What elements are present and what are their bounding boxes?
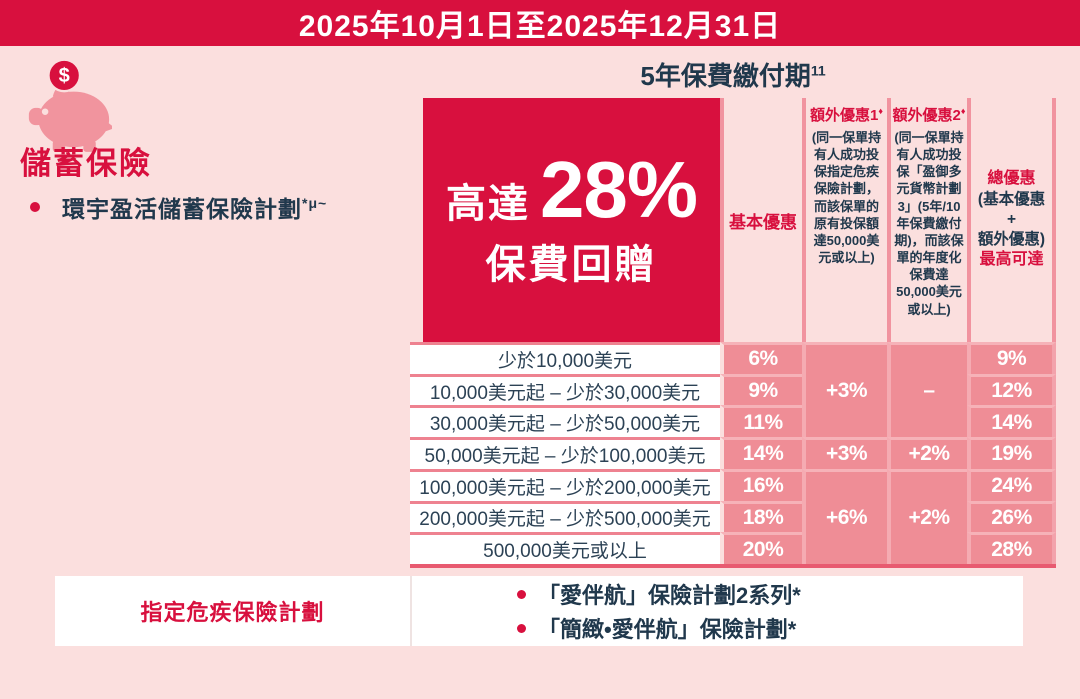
extra1-title: 額外優惠1♦: [810, 104, 883, 125]
rebate-table: 高達 28% 保費回贈 基本優惠 額外優惠1♦ (同一保單持有人成功投保指定危疾…: [410, 98, 1056, 568]
section-title: 儲蓄保險: [20, 146, 152, 181]
coin-icon: [47, 58, 82, 93]
plan-name-text: 環宇盈活儲蓄保險計劃: [62, 196, 302, 222]
hero-percent: 28%: [539, 145, 698, 234]
date-banner: 2025年10月1日至2025年12月31日: [0, 0, 1080, 46]
total-footer-text: 最高可達: [979, 251, 1044, 269]
total-value-7: 28%: [967, 532, 1056, 564]
basic-value-3: 11%: [720, 405, 802, 438]
row-label-1: 少於10,000美元: [410, 342, 720, 374]
payment-period-superscript: 11: [810, 62, 826, 79]
total-value-5: 24%: [967, 468, 1056, 501]
header-extra-offer-1: 額外優惠1♦ (同一保單持有人成功投保指定危疾保險計劃，而該保單的原有投保額達5…: [802, 98, 887, 342]
plan-item-text: 「簡緻•愛伴航」保險計劃*: [538, 617, 797, 642]
basic-value-4: 14%: [720, 437, 802, 469]
header-basic-offer: 基本優惠: [720, 98, 802, 342]
row-label-3: 30,000美元起 – 少於50,000美元: [410, 405, 720, 438]
extra2-diamond-superscript: ♦: [960, 106, 966, 116]
basic-value-7: 20%: [720, 532, 802, 564]
plan-bullet-line: 環宇盈活儲蓄保險計劃*μ~: [30, 190, 327, 224]
header-extra-offer-2: 額外優惠2♦ (同一保單持有人成功投保「盈御多元貨幣計劃3」(5年/10年保費繳…: [887, 98, 967, 342]
extra1-value-row4: +3%: [802, 437, 887, 469]
total-desc-line2: +: [1006, 210, 1017, 228]
bullet-dot: [517, 623, 526, 633]
payment-period-text: 5年保費繳付期: [640, 61, 811, 91]
row-label-5: 100,000美元起 – 少於200,000美元: [410, 468, 720, 501]
designated-plans-label-zone: 指定危疾保險計劃: [55, 576, 412, 646]
total-value-6: 26%: [967, 500, 1056, 533]
piggy-bank-icon: $: [26, 58, 115, 159]
extra1-title-text: 額外優惠1: [810, 107, 879, 124]
basic-value-2: 9%: [720, 373, 802, 406]
payment-period-title: 5年保費繳付期11: [410, 56, 1056, 93]
basic-value-1: 6%: [720, 342, 802, 374]
row-label-6: 200,000美元起 – 少於500,000美元: [410, 500, 720, 533]
extra1-value-rows1-3: +3%: [802, 342, 887, 438]
list-item: 「簡緻•愛伴航」保險計劃*: [517, 612, 1023, 644]
row-label-2: 10,000美元起 – 少於30,000美元: [410, 373, 720, 406]
row-label-7: 500,000美元或以上: [410, 532, 720, 564]
total-value-2: 12%: [967, 373, 1056, 406]
designated-plans-panel: 指定危疾保險計劃 「愛伴航」保險計劃2系列* 「簡緻•愛伴航」保險計劃*: [55, 576, 1023, 646]
bullet-dot: [30, 202, 40, 212]
extra1-description: (同一保單持有人成功投保指定危疾保險計劃，而該保單的原有投保額達50,000美元…: [811, 130, 882, 266]
total-value-4: 19%: [967, 437, 1056, 469]
total-title: 總優惠: [987, 169, 1036, 187]
plan-name: 環宇盈活儲蓄保險計劃*μ~: [62, 190, 327, 224]
header-total-offer: 總優惠 (基本優惠 + 額外優惠) 最高可達: [967, 98, 1056, 342]
hero-line1: 高達 28%: [445, 145, 698, 234]
extra2-title: 額外優惠2♦: [893, 104, 966, 125]
dollar-symbol: $: [59, 65, 70, 87]
plan-item-text: 「愛伴航」保險計劃2系列*: [538, 583, 801, 608]
total-value-3: 14%: [967, 405, 1056, 438]
extra1-diamond-superscript: ♦: [878, 106, 883, 116]
total-desc-line1: (基本優惠: [977, 190, 1046, 208]
list-item: 「愛伴航」保險計劃2系列*: [517, 578, 1023, 610]
extra2-title-text: 額外優惠2: [892, 107, 961, 124]
plan-superscript: *μ~: [302, 195, 328, 211]
piggy-bank-svg: $: [28, 58, 115, 152]
pig-eye: [41, 108, 49, 115]
basic-value-5: 16%: [720, 468, 802, 501]
designated-plans-list: 「愛伴航」保險計劃2系列* 「簡緻•愛伴航」保險計劃*: [412, 576, 1023, 646]
extra2-value-rows5-7: +2%: [887, 468, 967, 564]
hero-rebate-box: 高達 28% 保費回贈: [423, 98, 720, 342]
row-label-4: 50,000美元起 – 少於100,000美元: [410, 437, 720, 469]
designated-plans-label: 指定危疾保險計劃: [140, 600, 325, 625]
total-value-1: 9%: [967, 342, 1056, 374]
basic-value-6: 18%: [720, 500, 802, 533]
hero-suffix: 保費回贈: [485, 243, 658, 287]
extra2-value-rows1-3: –: [887, 342, 967, 438]
date-range-text: 2025年10月1日至2025年12月31日: [298, 10, 782, 43]
bullet-dot: [517, 589, 526, 599]
header-basic-label: 基本優惠: [729, 212, 797, 232]
extra1-value-rows5-7: +6%: [802, 468, 887, 564]
hero-prefix: 高達: [445, 182, 530, 226]
total-desc-line3: 額外優惠): [977, 231, 1046, 249]
extra2-description: (同一保單持有人成功投保「盈御多元貨幣計劃3」(5年/10年保費繳付期)，而該保…: [894, 130, 964, 317]
extra2-value-row4: +2%: [887, 437, 967, 469]
